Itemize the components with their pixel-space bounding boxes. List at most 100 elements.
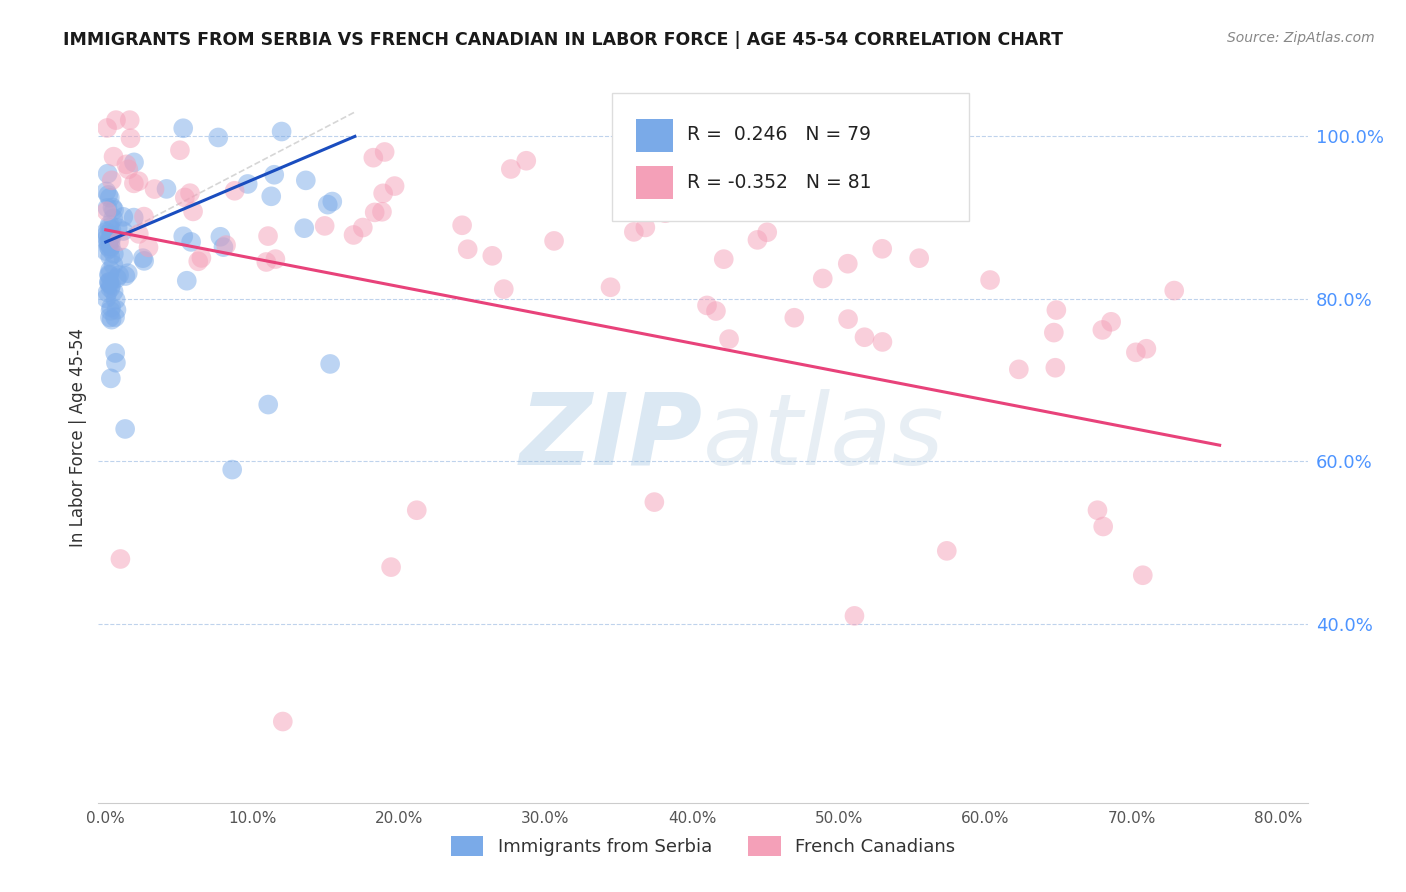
Point [718, 332, 741, 346]
Point [380, 560, 402, 574]
Point [122, 177, 145, 191]
Point [104, 356, 127, 370]
Point [264, 252, 287, 266]
Point [100, 278, 122, 293]
Point [1045, 303, 1067, 318]
Point [181, 204, 204, 219]
Point [316, 197, 339, 211]
Point [872, 334, 894, 349]
Point [118, 113, 141, 128]
Point [756, 225, 779, 239]
FancyBboxPatch shape [637, 167, 672, 199]
Point [101, 229, 124, 244]
Point [101, 211, 124, 226]
Point [236, 177, 259, 191]
Point [271, 714, 294, 729]
Point [257, 229, 280, 244]
Point [98, 220, 121, 235]
Text: R =  0.246   N = 79: R = 0.246 N = 79 [688, 126, 872, 145]
Point [120, 131, 142, 145]
Point [654, 206, 676, 220]
Point [117, 266, 139, 280]
Point [98, 263, 121, 277]
Point [98, 281, 121, 295]
Point [97, 235, 120, 249]
Point [515, 153, 537, 168]
Point [363, 205, 385, 219]
Point [254, 255, 277, 269]
Point [696, 298, 718, 312]
Legend: Immigrants from Serbia, French Canadians: Immigrants from Serbia, French Canadians [443, 829, 963, 863]
Point [704, 304, 727, 318]
Point [117, 162, 139, 177]
Point [221, 462, 243, 476]
Point [190, 251, 212, 265]
FancyBboxPatch shape [637, 119, 672, 152]
Point [97, 188, 120, 202]
Point [96, 201, 118, 215]
Point [114, 268, 136, 283]
Point [97, 167, 120, 181]
Point [634, 220, 657, 235]
Point [747, 233, 769, 247]
Point [98, 268, 121, 282]
Point [122, 211, 145, 225]
Point [132, 210, 155, 224]
Text: IMMIGRANTS FROM SERBIA VS FRENCH CANADIAN IN LABOR FORCE | AGE 45-54 CORRELATION: IMMIGRANTS FROM SERBIA VS FRENCH CANADIA… [63, 31, 1063, 49]
Point [100, 239, 122, 253]
Point [1091, 323, 1114, 337]
Point [96, 291, 118, 305]
Point [98, 268, 121, 283]
Point [263, 168, 285, 182]
Point [96, 227, 118, 242]
Point [98, 218, 121, 232]
Text: ZIP: ZIP [520, 389, 703, 485]
Point [837, 312, 859, 326]
Point [270, 124, 292, 138]
Point [128, 174, 150, 188]
Point [97, 275, 120, 289]
Point [97, 236, 120, 251]
Text: R = -0.352   N = 81: R = -0.352 N = 81 [688, 173, 872, 192]
Point [187, 254, 209, 268]
Point [543, 234, 565, 248]
Point [114, 422, 136, 436]
Point [96, 225, 118, 239]
Point [107, 220, 129, 235]
Point [97, 240, 120, 254]
Point [172, 229, 194, 244]
Point [180, 235, 202, 249]
Point [257, 398, 280, 412]
Point [1132, 568, 1154, 582]
FancyBboxPatch shape [613, 94, 969, 221]
Point [979, 273, 1001, 287]
Point [384, 179, 406, 194]
Point [295, 173, 318, 187]
Point [98, 310, 121, 325]
Point [108, 234, 131, 248]
Point [96, 120, 118, 135]
Point [374, 145, 396, 159]
Point [100, 222, 122, 236]
Point [115, 157, 138, 171]
Point [132, 251, 155, 265]
Point [105, 113, 128, 128]
Point [1099, 315, 1122, 329]
Point [134, 253, 156, 268]
Point [110, 552, 132, 566]
Point [143, 182, 166, 196]
Point [1125, 345, 1147, 359]
Point [352, 220, 374, 235]
Point [108, 268, 131, 282]
Point [100, 300, 122, 314]
Point [112, 210, 135, 224]
Point [457, 242, 479, 256]
Point [179, 186, 201, 201]
Point [292, 221, 315, 235]
Point [1163, 284, 1185, 298]
Point [155, 182, 177, 196]
Point [96, 231, 118, 245]
Point [100, 234, 122, 248]
Point [103, 202, 125, 217]
Point [103, 258, 125, 272]
